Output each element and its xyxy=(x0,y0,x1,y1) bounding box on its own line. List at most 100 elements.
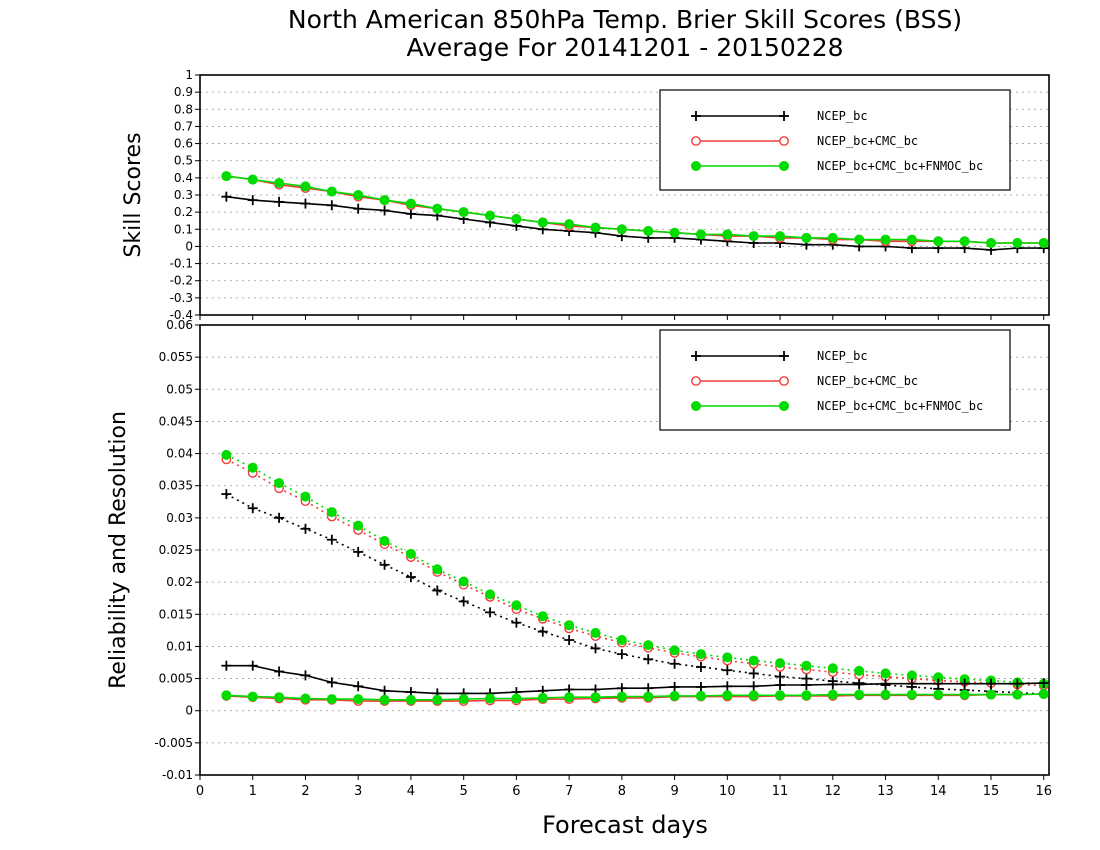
x-tick-label: 5 xyxy=(460,784,468,799)
data-point-ncep-bc-cmc-bc-fnmoc-bc xyxy=(933,236,944,247)
y-tick-label: -0.3 xyxy=(170,291,193,305)
chart-title-line1: North American 850hPa Temp. Brier Skill … xyxy=(288,5,962,34)
y-tick-label: -0.005 xyxy=(154,736,193,750)
data-point-ncep-bc-cmc-bc-fnmoc-bc xyxy=(959,236,970,247)
data-point-ncep-bc-cmc-bc-fnmoc-bc xyxy=(458,576,469,587)
data-point-ncep-bc-cmc-bc-fnmoc-bc xyxy=(511,214,522,224)
data-point-ncep-bc-cmc-bc-fnmoc-bc xyxy=(933,672,944,683)
legend-marker xyxy=(691,401,701,411)
legend-label: NCEP_bc xyxy=(817,109,868,123)
y-tick-label: -0.01 xyxy=(162,768,193,782)
data-point-ncep-bc-cmc-bc-fnmoc-bc xyxy=(432,203,443,214)
legend-marker xyxy=(691,376,701,386)
data-point-green-solid xyxy=(827,689,838,700)
data-point-ncep-bc xyxy=(274,512,285,523)
data-point-ncep-bc-cmc-bc-fnmoc-bc xyxy=(854,234,865,245)
x-tick-label: 2 xyxy=(301,784,309,799)
data-point-green-solid xyxy=(854,689,865,700)
data-point-ncep-bc-cmc-bc-fnmoc-bc xyxy=(353,190,364,200)
data-point-green-solid xyxy=(748,690,759,701)
skill-scores-panel: 1 0.9 0.8 0.7 0.6 0.5 0.4 0.3 0.2 0.1 0 -0.1 -0.2 -0.… xyxy=(121,68,1050,322)
legend-label: NCEP_bc+CMC_bc+FNMOC_bc xyxy=(817,399,983,413)
data-point-ncep-bc xyxy=(616,649,627,660)
data-point-black-solid xyxy=(933,678,944,689)
data-point-black-solid xyxy=(827,679,838,690)
data-point-ncep-bc-cmc-bc-fnmoc-bc xyxy=(326,507,337,518)
data-point-black-solid xyxy=(326,677,337,688)
data-point-black-solid xyxy=(669,681,680,692)
legend-label: NCEP_bc xyxy=(817,349,868,363)
data-point-black-solid xyxy=(985,678,996,689)
data-point-ncep-bc xyxy=(221,191,232,202)
data-point-black-solid xyxy=(379,685,390,696)
data-point-ncep-bc-cmc-bc-fnmoc-bc xyxy=(775,231,786,242)
legend-marker xyxy=(779,136,789,146)
data-point-green-solid xyxy=(906,689,917,700)
y-tick-label: 0.055 xyxy=(159,350,193,364)
data-point-black-solid xyxy=(854,679,865,690)
x-tick-label: 8 xyxy=(618,784,626,799)
y-tick-label: -0.4 xyxy=(170,308,193,322)
data-point-ncep-bc-cmc-bc-fnmoc-bc xyxy=(537,611,548,622)
data-point-ncep-bc-cmc-bc-fnmoc-bc xyxy=(695,229,706,240)
y-tick-label: 0.02 xyxy=(166,575,193,589)
legend-marker xyxy=(779,161,789,171)
data-point-green-solid xyxy=(669,690,680,701)
data-point-ncep-bc-cmc-bc-fnmoc-bc xyxy=(485,589,496,600)
y-tick-label: 0.025 xyxy=(159,543,193,557)
y-tick-label: 0.045 xyxy=(159,414,193,428)
data-point-green-solid xyxy=(379,694,390,705)
data-point-black-solid xyxy=(880,678,891,689)
data-point-green-solid xyxy=(247,691,258,702)
legend-marker xyxy=(691,351,701,361)
data-point-ncep-bc-cmc-bc-fnmoc-bc xyxy=(669,645,680,656)
data-point-green-solid xyxy=(405,694,416,705)
data-point-green-solid xyxy=(590,692,601,703)
y-tick-label: 0.5 xyxy=(174,154,193,168)
data-point-ncep-bc-cmc-bc-fnmoc-bc xyxy=(880,234,891,245)
data-point-ncep-bc-cmc-bc-fnmoc-bc xyxy=(643,226,654,236)
y-tick-label: 0.04 xyxy=(166,447,193,461)
chart-title-line2: Average For 20141201 - 20150228 xyxy=(406,33,843,62)
data-point-ncep-bc-cmc-bc-fnmoc-bc xyxy=(221,171,232,182)
data-point-ncep-bc xyxy=(405,208,416,219)
data-point-ncep-bc xyxy=(353,203,364,214)
data-point-ncep-bc-cmc-bc-fnmoc-bc xyxy=(247,462,258,473)
series-line-ncep-bc-cmc-bc-fnmoc-bc xyxy=(226,454,1044,685)
y-tick-label: 0.1 xyxy=(174,222,193,236)
x-tick-label: 12 xyxy=(825,784,842,799)
data-point-green-solid xyxy=(616,691,627,702)
data-point-ncep-bc-cmc-bc-fnmoc-bc xyxy=(748,231,759,242)
legend-label: NCEP_bc+CMC_bc xyxy=(817,374,918,388)
y-tick-label: 0.015 xyxy=(159,607,193,621)
data-point-ncep-bc xyxy=(748,668,759,679)
data-point-green-solid xyxy=(353,694,364,705)
y-tick-label: 0.03 xyxy=(166,511,193,525)
data-point-black-solid xyxy=(748,681,759,692)
data-point-green-solid xyxy=(458,694,469,705)
x-tick-label: 1 xyxy=(249,784,257,799)
data-point-green-solid xyxy=(485,693,496,704)
data-point-black-solid xyxy=(801,680,812,690)
x-tick-label: 7 xyxy=(565,784,573,799)
data-point-ncep-bc xyxy=(274,196,285,207)
legend: NCEP_bc NCEP_bc+CMC_bc NCEP_bc+CMC_bc+FNMO… xyxy=(659,329,1011,431)
series-line-green-solid xyxy=(226,693,1044,701)
data-point-green-solid xyxy=(221,690,232,701)
data-point-green-solid xyxy=(722,690,733,701)
data-point-black-solid xyxy=(221,660,232,671)
data-point-ncep-bc xyxy=(590,643,601,654)
data-point-ncep-bc-cmc-bc-fnmoc-bc xyxy=(643,640,654,651)
data-point-black-solid xyxy=(775,680,786,690)
data-point-ncep-bc-cmc-bc-fnmoc-bc xyxy=(590,627,601,638)
data-point-ncep-bc-cmc-bc-fnmoc-bc xyxy=(458,207,469,218)
data-point-ncep-bc-cmc-bc-fnmoc-bc xyxy=(1038,238,1049,248)
legend-marker xyxy=(691,161,701,171)
data-point-ncep-bc-cmc-bc-fnmoc-bc xyxy=(695,649,706,660)
y-tick-label: 0.005 xyxy=(159,672,193,686)
data-point-ncep-bc-cmc-bc-fnmoc-bc xyxy=(722,652,733,663)
data-point-ncep-bc-cmc-bc-fnmoc-bc xyxy=(827,232,838,243)
data-point-black-solid xyxy=(643,683,654,694)
data-point-black-solid xyxy=(959,678,970,689)
